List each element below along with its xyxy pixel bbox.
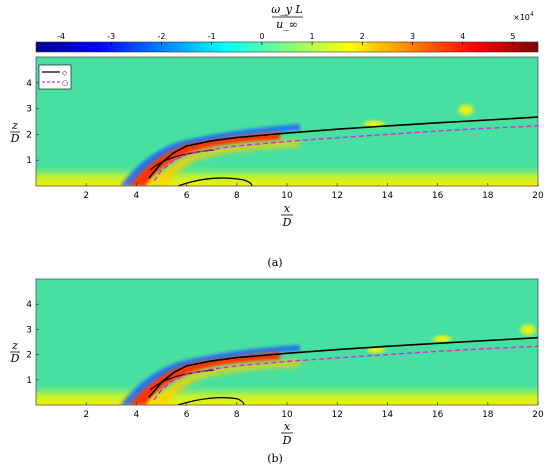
panel-a-xlabel-numerator: x — [284, 202, 291, 215]
panel-b-x-tick-label: 12 — [331, 410, 342, 420]
panel-b-ylabel-denominator: D — [10, 352, 20, 365]
panel-a-y-tick-label: 1 — [26, 156, 32, 166]
panel-b-x-tick-label: 2 — [83, 410, 89, 420]
legend-solid-marker: ◇ — [62, 69, 68, 77]
colorbar-tick-label: -4 — [57, 32, 65, 41]
panel-a-xlabel-denominator: D — [282, 216, 292, 229]
panel-a-x-tick-label: 8 — [234, 191, 240, 201]
legend-dashed-marker: ○ — [62, 79, 68, 87]
panel-b-x-tick-label: 10 — [281, 410, 293, 420]
panel-b-x-tick-label: 18 — [482, 410, 494, 420]
panel-a-x-tick-label: 10 — [281, 191, 293, 201]
panel-a-x-tick-label: 6 — [184, 191, 190, 201]
panel-a-caption: (a) — [267, 256, 282, 269]
panel-b-ylabel-numerator: z — [11, 339, 18, 352]
colorbar-tick-label: 1 — [310, 32, 315, 41]
panel-a-near-wall-band — [36, 164, 538, 186]
colorbar-tick-label: -3 — [107, 32, 115, 41]
panel-b-y-tick-label: 4 — [26, 300, 32, 310]
panel-b-lower-contour — [177, 397, 245, 405]
colorbar-multiplier: ×104 — [513, 11, 534, 22]
panel-b-solid-trajectory — [148, 336, 538, 398]
legend: ◇ ○ — [38, 64, 72, 90]
panel-a-y-tick-label: 4 — [26, 79, 32, 89]
panel-a-x-tick-label: 12 — [331, 191, 342, 201]
panel-a-lower-contour — [177, 177, 253, 186]
panel-a-x-tick-label: 4 — [134, 191, 140, 201]
panel-b-caption: (b) — [267, 452, 283, 465]
panel-b-vortex-blob-2 — [516, 321, 538, 339]
panel-b-x-tick-label: 8 — [234, 410, 240, 420]
panel-a-solid-trajectory — [148, 116, 538, 179]
panel-b-y-tick-label: 2 — [26, 351, 32, 361]
colorbar-tick-label: 5 — [510, 32, 515, 41]
colorbar-multiplier-base: ×10 — [513, 13, 530, 22]
panel-a-vortex-blob-1 — [454, 101, 478, 119]
panel-b-x-tick-label: 16 — [432, 410, 444, 420]
colorbar-tick-label: 2 — [360, 32, 365, 41]
panel-a-ylabel-numerator: z — [11, 119, 18, 132]
colorbar-tick-label: 4 — [460, 32, 465, 41]
panel-a-x-tick-label: 20 — [532, 191, 544, 201]
panel-b-x-tick-label: 14 — [382, 410, 394, 420]
panel-b-x-tick-label: 20 — [532, 410, 544, 420]
panel-b-near-wall-band — [36, 383, 538, 405]
panel-b-x-tick-label: 6 — [184, 410, 190, 420]
panel-a-dashed-trajectory — [153, 125, 538, 182]
panel-a-x-tick-label: 2 — [83, 191, 89, 201]
legend-box — [38, 64, 72, 90]
colorbar: ω_y L u_∞ -4 -3 -2 -1 0 1 2 3 4 5 ×104 — [35, 3, 539, 53]
panel-a-y-tick-label: 3 — [26, 105, 32, 115]
panel-a-y-tick-label: 2 — [26, 130, 32, 140]
colorbar-multiplier-exp: 4 — [530, 11, 534, 18]
colorbar-tick-label: 0 — [259, 32, 264, 41]
panel-a-ylabel-denominator: D — [10, 132, 20, 145]
panel-b-dashed-trajectory — [153, 345, 538, 401]
colorbar-bar — [35, 41, 539, 53]
panel-b-y-tick-label: 3 — [26, 325, 32, 335]
panel-a-x-tick-label: 14 — [382, 191, 394, 201]
panel-b-xlabel-numerator: x — [284, 420, 291, 433]
panel-b-y-tick-label: 1 — [26, 376, 32, 386]
colorbar-tick-label: -1 — [208, 32, 216, 41]
panel-b-xlabel-denominator: D — [282, 434, 292, 447]
panel-a-shear-layer-tail — [150, 140, 300, 186]
panel-b-shear-layer-tail — [150, 360, 300, 405]
panel-a-x-tick-label: 16 — [432, 191, 444, 201]
panel-b-x-tick-label: 4 — [134, 410, 140, 420]
colorbar-tick-label: -2 — [158, 32, 166, 41]
colorbar-tick-label: 3 — [410, 32, 415, 41]
colorbar-label-denominator: u_∞ — [276, 18, 298, 31]
colorbar-label-numerator: ω_y L — [271, 3, 303, 16]
panel-a-x-tick-label: 18 — [482, 191, 494, 201]
